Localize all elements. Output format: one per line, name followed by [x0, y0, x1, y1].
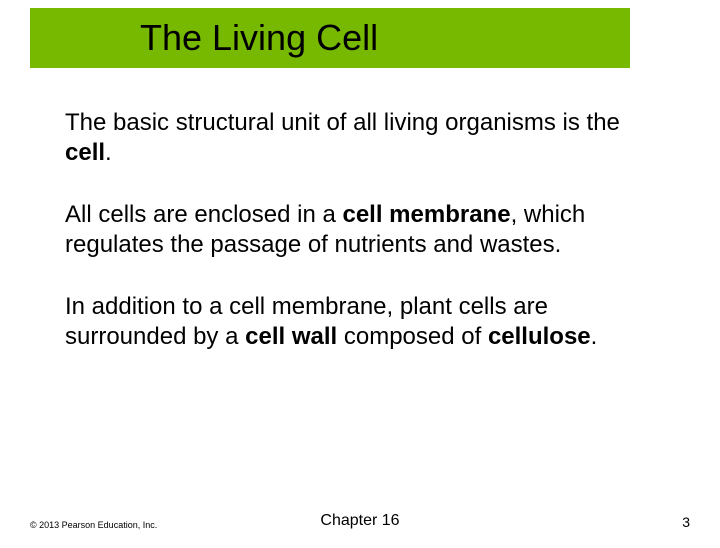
content-area: The basic structural unit of all living …	[0, 68, 720, 352]
para1-post: .	[105, 139, 112, 166]
para2-pre: All cells are enclosed in a	[65, 201, 342, 228]
copyright-text: © 2013 Pearson Education, Inc.	[30, 520, 157, 530]
title-bar: The Living Cell	[30, 8, 630, 68]
page-number: 3	[682, 514, 690, 530]
para3-bold1: cell wall	[245, 323, 337, 350]
para3-mid: composed of	[337, 323, 488, 350]
para3-post: .	[591, 323, 598, 350]
para1-bold: cell	[65, 139, 105, 166]
para1-pre: The basic structural unit of all living …	[65, 109, 620, 136]
paragraph-1: The basic structural unit of all living …	[65, 108, 665, 168]
footer: © 2013 Pearson Education, Inc. Chapter 1…	[0, 514, 720, 530]
chapter-label: Chapter 16	[320, 512, 399, 530]
slide-title: The Living Cell	[140, 17, 378, 59]
paragraph-3: In addition to a cell membrane, plant ce…	[65, 292, 665, 352]
para2-bold: cell membrane	[342, 201, 510, 228]
para3-bold2: cellulose	[488, 323, 591, 350]
paragraph-2: All cells are enclosed in a cell membran…	[65, 200, 665, 260]
